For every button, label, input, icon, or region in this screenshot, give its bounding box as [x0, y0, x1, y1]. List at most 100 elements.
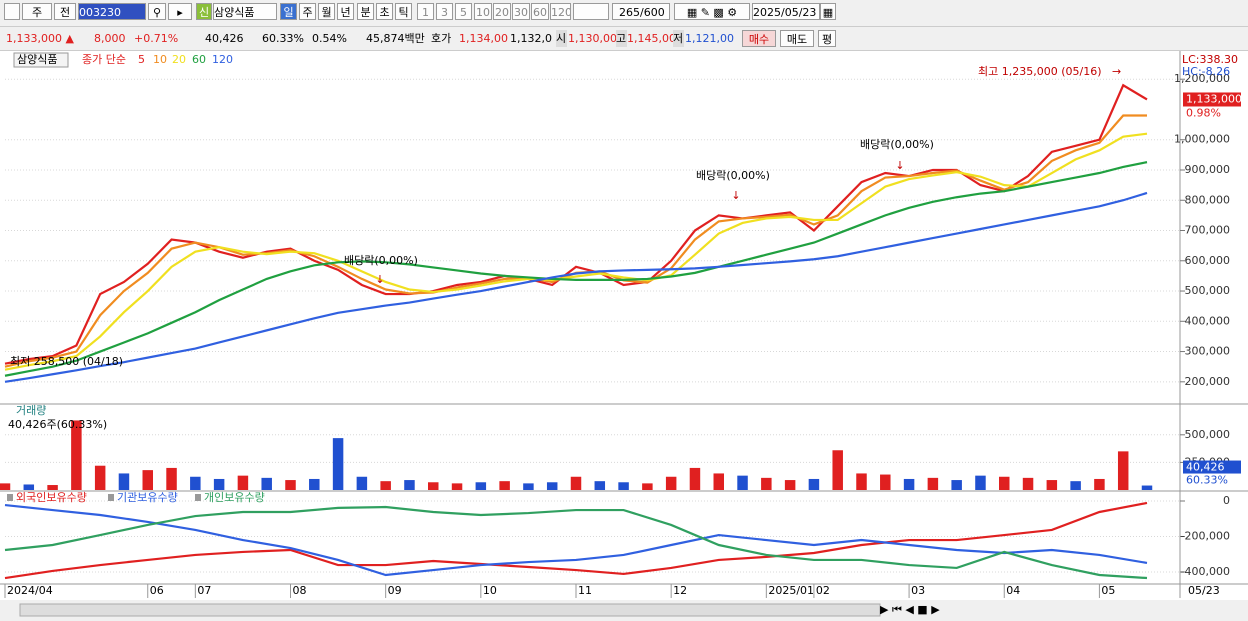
- open: 1,130,00: [568, 32, 616, 45]
- volume-bar: [213, 478, 225, 490]
- annotation: 배당락(0,00%): [860, 138, 934, 151]
- eval-button[interactable]: 평: [818, 30, 836, 47]
- y-tick-label: 0: [1223, 494, 1230, 507]
- series-line: [4, 161, 1148, 377]
- volume-bar: [94, 465, 106, 490]
- chart-subtitle: 40,426주(60.33%): [8, 418, 107, 431]
- day-button[interactable]: 일: [280, 3, 297, 20]
- tick-button[interactable]: 틱: [395, 3, 412, 20]
- count-input[interactable]: 265: [612, 3, 640, 20]
- year-button[interactable]: 년: [337, 3, 354, 20]
- minute-button[interactable]: 분: [357, 3, 374, 20]
- month-button[interactable]: 월: [318, 3, 335, 20]
- last-ratio: 60.33%: [1186, 474, 1228, 487]
- y-tick-label: -200,000: [1181, 529, 1230, 542]
- last-volume: 40,426: [1186, 461, 1225, 474]
- search-button[interactable]: ⚲: [148, 3, 166, 20]
- volume-bar: [903, 478, 915, 490]
- volume-bar: [451, 483, 463, 490]
- volume-bar: [404, 480, 415, 490]
- sound-button[interactable]: ▸: [168, 3, 192, 20]
- annotation: 배당락(0,00%): [344, 254, 418, 267]
- volume-bar: [999, 476, 1010, 490]
- x-tick-label: 07: [197, 584, 211, 597]
- second-button[interactable]: 초: [376, 3, 393, 20]
- volume-bar: [47, 485, 58, 490]
- volume-bar: [118, 473, 130, 490]
- x-tick-label: 02: [816, 584, 830, 597]
- volume-bar: [332, 438, 344, 490]
- volume-bar: [689, 467, 701, 490]
- legend-entry: 60: [192, 53, 206, 66]
- y-tick-label: 900,000: [1185, 163, 1231, 176]
- div-marker: ↓: [375, 273, 384, 286]
- info-bar: 1,133,000 ▲ 8,000 +0.71% 40,426 60.33% 0…: [0, 27, 1248, 51]
- tool-icons[interactable]: ▦ ✎ ▩ ⚙: [674, 3, 750, 20]
- volume-bar: [927, 477, 939, 490]
- volume-bar: [808, 478, 820, 490]
- series-line: [4, 191, 1148, 383]
- volume-bar: [618, 482, 629, 490]
- interval-select[interactable]: [573, 3, 609, 20]
- x-tick-label: 11: [578, 584, 592, 597]
- volume-bar: [499, 481, 510, 490]
- hc-label: HC:-8.26: [1182, 65, 1230, 78]
- interval-button[interactable]: 30: [512, 3, 530, 20]
- legend-icon: [108, 494, 114, 501]
- end-date: 05/23: [1188, 584, 1220, 597]
- chart-subtitle: 종가 단순: [82, 53, 126, 66]
- legend-entry: 20: [172, 53, 186, 66]
- interval-button[interactable]: 20: [493, 3, 511, 20]
- y-tick-label: -400,000: [1181, 565, 1230, 578]
- change-label: 0.98%: [1186, 106, 1221, 119]
- annotation: 최저 258,500 (04/18): [10, 355, 123, 368]
- y-tick-label: 400,000: [1185, 314, 1231, 327]
- scroll-thumb[interactable]: [19, 603, 881, 617]
- price-box: [1183, 92, 1241, 107]
- legend-entry: 120: [212, 53, 233, 66]
- code-input[interactable]: 003230: [78, 3, 146, 20]
- arrow: →: [1112, 65, 1121, 78]
- last-price: 1,133,000: [1186, 92, 1242, 105]
- prev-button[interactable]: 전: [54, 3, 76, 20]
- volume-bar: [570, 476, 582, 490]
- interval-button[interactable]: 3: [436, 3, 453, 20]
- x-tick-label: 12: [673, 584, 687, 597]
- new-badge[interactable]: 신: [196, 3, 212, 20]
- y-tick-label: 700,000: [1185, 224, 1231, 237]
- volume-bar: [594, 481, 606, 490]
- chart-area: ▶ ⏮ ◀ ■ ▶ 200,000 300,000 400,000 500,000 60…: [0, 51, 1248, 621]
- volume-bar: [428, 482, 439, 490]
- quote-label: 호가: [431, 32, 452, 45]
- y-tick-label: 1,000,000: [1174, 133, 1230, 146]
- chart-title: 삼양식품: [17, 53, 57, 66]
- volume-bar: [1094, 478, 1105, 490]
- volume-bar: [1070, 481, 1081, 490]
- volume-bar: [285, 480, 296, 490]
- legend-entry: 10: [153, 53, 167, 66]
- calendar-button[interactable]: ▦: [820, 3, 836, 20]
- volume-box: [1183, 460, 1241, 474]
- bid: 1,132,0: [510, 32, 552, 45]
- interval-button[interactable]: 1: [417, 3, 434, 20]
- interval-button[interactable]: 5: [455, 3, 472, 20]
- sell-button[interactable]: 매도: [780, 30, 814, 47]
- interval-button[interactable]: 60: [531, 3, 549, 20]
- x-tick-label: 06: [150, 584, 164, 597]
- period-select[interactable]: 주: [22, 3, 52, 20]
- low-label: 저: [673, 30, 684, 47]
- y-tick-label: 800,000: [1185, 193, 1231, 206]
- week-button[interactable]: 주: [299, 3, 316, 20]
- date-input[interactable]: 2025/05/23: [752, 3, 820, 20]
- stock-name[interactable]: 삼양식품: [213, 3, 277, 20]
- menu-icon[interactable]: [4, 3, 20, 20]
- x-tick-label: 2024/04: [7, 584, 53, 597]
- amount: 45,874백만: [366, 32, 425, 45]
- volume-bar: [880, 474, 891, 490]
- interval-button[interactable]: 10: [474, 3, 492, 20]
- buy-button[interactable]: 매수: [742, 30, 776, 47]
- scroll-controls[interactable]: ▶ ⏮ ◀ ■ ▶: [880, 603, 940, 616]
- volume-bar: [951, 480, 962, 490]
- change: 8,000: [94, 32, 126, 45]
- interval-button[interactable]: 120: [550, 3, 571, 20]
